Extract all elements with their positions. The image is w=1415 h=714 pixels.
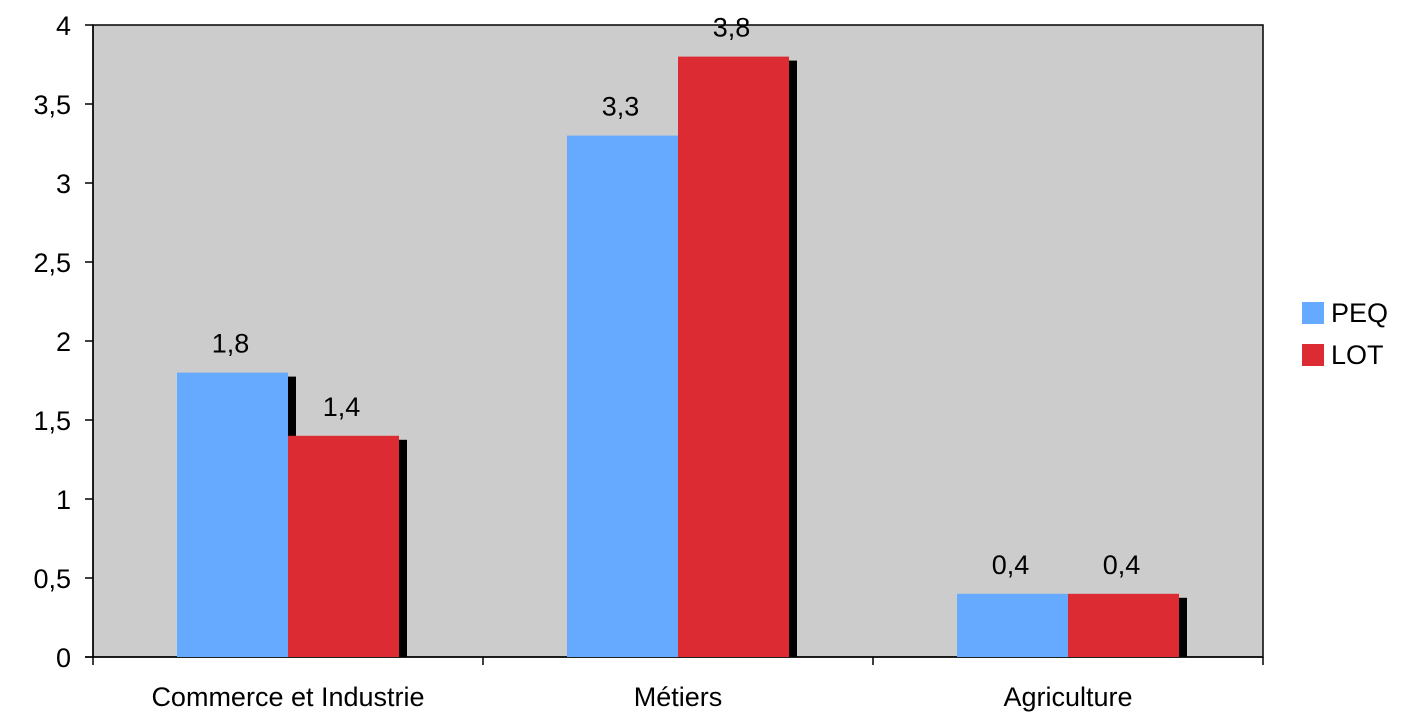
- y-tick-label: 2: [56, 327, 71, 357]
- data-label: 3,8: [713, 13, 751, 43]
- data-labels: 1,8 1,4 3,3 3,8 0,4 0,4: [212, 13, 1141, 580]
- legend-label-peq: PEQ: [1331, 298, 1388, 328]
- y-tick-label: 1: [56, 485, 71, 515]
- data-label: 0,4: [992, 550, 1030, 580]
- x-tick-label: Agriculture: [1003, 682, 1132, 712]
- data-label: 0,4: [1103, 550, 1141, 580]
- bar-peq: [957, 593, 1068, 657]
- y-tick-label: 0,5: [33, 564, 71, 594]
- bars: [177, 56, 1187, 658]
- legend-swatch-peq: [1302, 302, 1324, 324]
- y-tick-label: 4: [56, 11, 71, 41]
- x-tick-label: Métiers: [634, 682, 723, 712]
- bar-lot: [288, 435, 399, 657]
- data-label: 3,3: [602, 92, 640, 122]
- data-label: 1,4: [323, 392, 361, 422]
- bar-lot: [1068, 593, 1179, 657]
- bar-lot: [678, 56, 789, 658]
- y-tick-label: 2,5: [33, 248, 71, 278]
- legend-label-lot: LOT: [1331, 340, 1384, 370]
- y-tick-label: 3,5: [33, 90, 71, 120]
- legend-swatch-lot: [1302, 344, 1324, 366]
- data-label: 1,8: [212, 329, 250, 359]
- y-tick-label: 0: [56, 643, 71, 673]
- x-tick-label: Commerce et Industrie: [151, 682, 424, 712]
- bar-peq: [567, 135, 678, 658]
- legend: PEQ LOT: [1302, 298, 1388, 370]
- y-tick-label: 1,5: [33, 406, 71, 436]
- bar-peq: [177, 372, 288, 657]
- y-tick-label: 3: [56, 169, 71, 199]
